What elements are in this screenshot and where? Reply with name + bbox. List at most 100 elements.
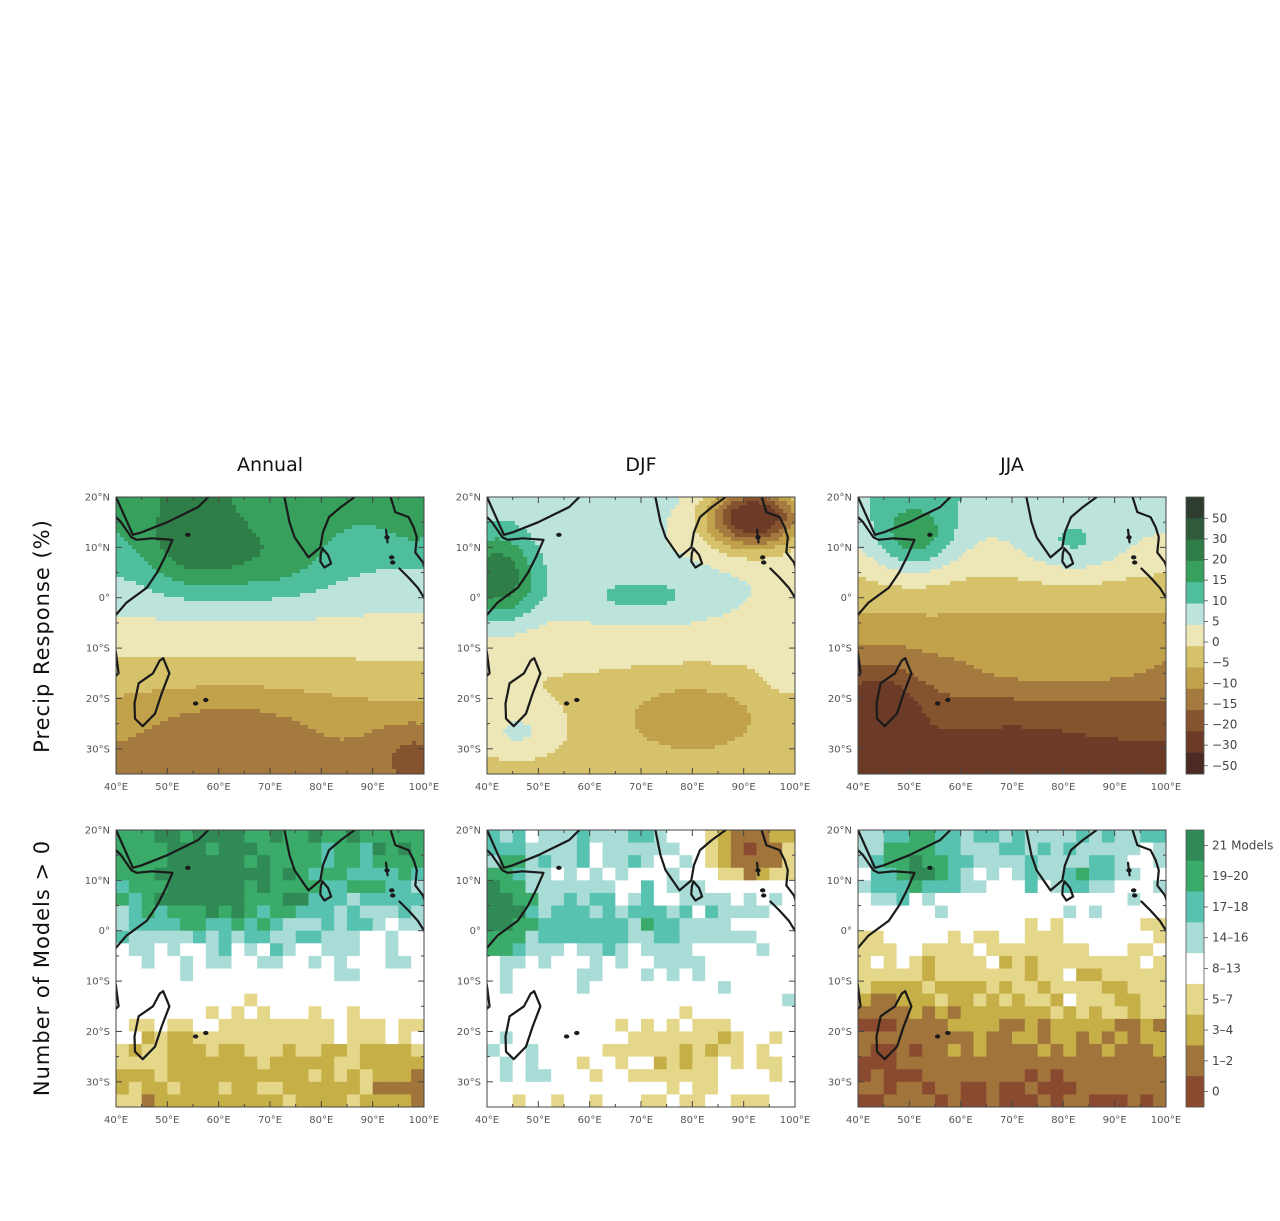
- contour-cell: [336, 501, 341, 506]
- contour-cell: [348, 525, 353, 530]
- contour-cell: [224, 533, 229, 538]
- contour-cell: [124, 573, 129, 578]
- contour-cell: [284, 497, 289, 502]
- contour-cell: [420, 601, 424, 606]
- contour-cell: [356, 601, 361, 606]
- contour-cell: [144, 673, 149, 678]
- contour-cell: [136, 645, 141, 650]
- contour-cell: [180, 501, 185, 506]
- contour-cell: [396, 553, 401, 558]
- contour-cell: [176, 713, 181, 718]
- contour-cell: [172, 557, 177, 562]
- contour-cell: [220, 517, 225, 522]
- contour-cell: [412, 673, 417, 678]
- contour-cell: [376, 517, 381, 522]
- contour-cell: [272, 729, 277, 734]
- contour-cell: [328, 697, 333, 702]
- contour-cell: [124, 581, 129, 586]
- contour-cell: [228, 577, 233, 582]
- contour-cell: [152, 641, 157, 646]
- contour-cell: [120, 733, 125, 738]
- contour-cell: [116, 537, 121, 542]
- contour-cell: [364, 669, 369, 674]
- contour-cell: [364, 701, 369, 706]
- contour-cell: [248, 625, 253, 630]
- contour-cell: [176, 517, 181, 522]
- contour-cell: [188, 697, 193, 702]
- contour-cell: [336, 613, 341, 618]
- contour-cell: [252, 669, 257, 674]
- contour-cell: [168, 669, 173, 674]
- contour-cell: [316, 541, 321, 546]
- contour-cell: [420, 729, 424, 734]
- contour-cell: [236, 681, 241, 686]
- contour-cell: [392, 557, 397, 562]
- contour-cell: [340, 717, 345, 722]
- contour-cell: [140, 665, 145, 670]
- contour-cell: [236, 657, 241, 662]
- contour-cell: [128, 697, 133, 702]
- contour-cell: [360, 721, 365, 726]
- contour-cell: [228, 729, 233, 734]
- contour-cell: [420, 501, 424, 506]
- contour-cell: [324, 517, 329, 522]
- contour-cell: [184, 617, 189, 622]
- contour-cell: [344, 557, 349, 562]
- contour-cell: [368, 753, 373, 758]
- contour-cell: [280, 653, 285, 658]
- contour-cell: [176, 613, 181, 618]
- contour-cell: [336, 741, 341, 746]
- contour-cell: [176, 641, 181, 646]
- contour-cell: [300, 701, 305, 706]
- contour-cell: [408, 581, 413, 586]
- contour-cell: [232, 617, 237, 622]
- contour-cell: [296, 617, 301, 622]
- contour-cell: [140, 625, 145, 630]
- contour-cell: [144, 613, 149, 618]
- contour-cell: [196, 569, 201, 574]
- contour-cell: [128, 681, 133, 686]
- contour-cell: [180, 549, 185, 554]
- contour-cell: [176, 673, 181, 678]
- contour-cell: [196, 553, 201, 558]
- contour-cell: [180, 557, 185, 562]
- contour-cell: [228, 501, 233, 506]
- contour-cell: [340, 609, 345, 614]
- contour-cell: [212, 701, 217, 706]
- contour-cell: [188, 637, 193, 642]
- contour-cell: [212, 689, 217, 694]
- contour-cell: [396, 653, 401, 658]
- contour-cell: [376, 693, 381, 698]
- contour-cell: [128, 569, 133, 574]
- contour-cell: [296, 721, 301, 726]
- contour-cell: [144, 633, 149, 638]
- contour-cell: [356, 641, 361, 646]
- contour-cell: [328, 605, 333, 610]
- contour-cell: [260, 537, 265, 542]
- contour-cell: [356, 677, 361, 682]
- contour-cell: [196, 637, 201, 642]
- contour-cell: [284, 641, 289, 646]
- contour-cell: [160, 613, 165, 618]
- contour-cell: [184, 589, 189, 594]
- contour-cell: [356, 581, 361, 586]
- contour-cell: [252, 517, 257, 522]
- contour-cell: [124, 713, 129, 718]
- contour-cell: [288, 677, 293, 682]
- contour-cell: [212, 605, 217, 610]
- contour-cell: [336, 601, 341, 606]
- contour-cell: [412, 701, 417, 706]
- contour-cell: [364, 673, 369, 678]
- contour-cell: [304, 513, 309, 518]
- contour-cell: [184, 521, 189, 526]
- contour-cell: [208, 597, 213, 602]
- contour-cell: [152, 505, 157, 510]
- contour-cell: [224, 501, 229, 506]
- contour-cell: [300, 729, 305, 734]
- contour-cell: [268, 525, 273, 530]
- contour-cell: [336, 509, 341, 514]
- contour-cell: [344, 673, 349, 678]
- contour-cell: [216, 697, 221, 702]
- contour-cell: [292, 497, 297, 502]
- contour-cell: [232, 497, 237, 502]
